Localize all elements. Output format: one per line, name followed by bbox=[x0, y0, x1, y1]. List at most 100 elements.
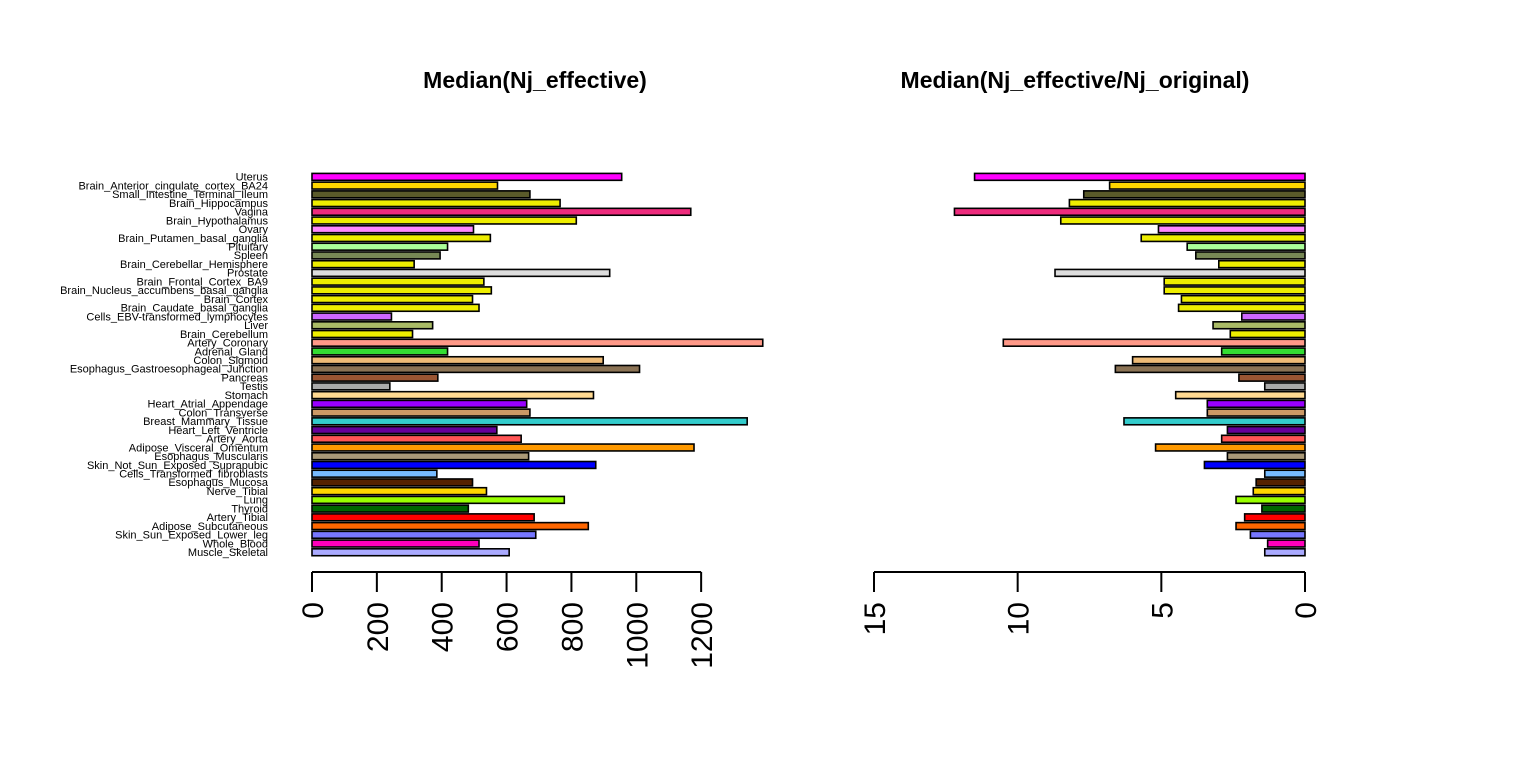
category-label-heart-left-ventricle: Heart_Left_Ventricle bbox=[168, 425, 268, 437]
category-label-spleen: Spleen bbox=[234, 250, 268, 262]
bar-heart-left-ventricle-left bbox=[311, 425, 498, 435]
bar-brain-cortex-right bbox=[1180, 294, 1306, 304]
bar-whole-blood-left bbox=[311, 539, 480, 548]
chart-panel-nj-effective: Median(Nj_effective) UterusBrain_Anterio… bbox=[60, 67, 764, 669]
bar-pancreas-left bbox=[311, 373, 439, 382]
bar-group-right bbox=[953, 172, 1306, 557]
bar-spleen-right bbox=[1195, 251, 1306, 260]
tick-label-600-left: 600 bbox=[492, 602, 525, 652]
bar-brain-hippocampus-right bbox=[1068, 198, 1306, 208]
bar-skin-sun-exposed-lower-leg-left bbox=[311, 530, 537, 540]
bar-adrenal-gland-left bbox=[311, 347, 449, 356]
bar-small-intestine-terminal-ileum-right bbox=[1082, 190, 1306, 199]
bar-cells-ebv-transformed-lymphocytes-right bbox=[1240, 312, 1306, 321]
bar-nerve-tibial-right bbox=[1252, 486, 1306, 496]
chart-title-right: Median(Nj_effective/Nj_original) bbox=[901, 67, 1250, 93]
tick-label-1000-left: 1000 bbox=[621, 602, 654, 669]
bar-cells-transformed-fibroblasts-left bbox=[311, 469, 438, 478]
tick-label-0-right: 0 bbox=[1290, 602, 1323, 619]
category-label-small-intestine-terminal-ileum: Small_Intestine_Terminal_Ileum bbox=[112, 189, 268, 201]
bar-skin-sun-exposed-lower-leg-right bbox=[1249, 530, 1306, 540]
category-label-brain-cerebellum: Brain_Cerebellum bbox=[180, 329, 268, 341]
bar-skin-not-sun-exposed-suprapubic-right bbox=[1203, 460, 1306, 470]
bar-muscle-skeletal-left bbox=[311, 548, 510, 557]
bar-lung-left bbox=[311, 495, 566, 505]
bar-brain-hypothalamus-right bbox=[1059, 216, 1306, 225]
bar-ovary-left bbox=[311, 224, 475, 234]
category-label-lung: Lung bbox=[244, 495, 268, 507]
bar-testis-left bbox=[311, 382, 391, 391]
chart-panel-nj-ratio: Median(Nj_effective/Nj_original) 15 10 5 0 bbox=[859, 67, 1323, 635]
bar-brain-hippocampus-left bbox=[311, 198, 561, 208]
bar-brain-frontal-cortex-ba9-left bbox=[311, 277, 485, 286]
category-label-adipose-subcutaneous: Adipose_Subcutaneous bbox=[152, 521, 269, 533]
bar-testis-right bbox=[1263, 382, 1306, 391]
tick-label-0-left: 0 bbox=[297, 602, 330, 619]
bar-esophagus-mucosa-left bbox=[311, 478, 474, 487]
bar-muscle-skeletal-right bbox=[1263, 548, 1306, 557]
bar-artery-coronary-right bbox=[1002, 338, 1306, 347]
bar-adrenal-gland-right bbox=[1220, 347, 1306, 356]
bar-esophagus-muscularis-right bbox=[1226, 451, 1306, 461]
bar-brain-nucleus-accumbens-basal-ganglia-right bbox=[1163, 286, 1306, 295]
bar-group-left bbox=[311, 172, 764, 557]
bar-colon-transverse-left bbox=[311, 408, 531, 417]
category-label-vagina: Vagina bbox=[235, 207, 269, 219]
bar-artery-aorta-right bbox=[1220, 434, 1306, 444]
bar-brain-cerebellum-left bbox=[311, 329, 414, 339]
bar-esophagus-gastroesophageal-junction-right bbox=[1114, 364, 1306, 374]
category-label-brain-frontal-cortex-ba9: Brain_Frontal_Cortex_BA9 bbox=[137, 276, 268, 288]
category-label-brain-caudate-basal-ganglia: Brain_Caudate_basal_ganglia bbox=[121, 303, 269, 315]
category-label-brain-cerebellar-hemisphere: Brain_Cerebellar_Hemisphere bbox=[120, 259, 268, 271]
category-label-brain-putamen-basal-ganglia: Brain_Putamen_basal_ganglia bbox=[118, 233, 269, 245]
bar-breast-mammary-tissue-left bbox=[311, 417, 748, 426]
category-label-testis: Testis bbox=[240, 381, 269, 393]
bar-heart-atrial-appendage-left bbox=[311, 399, 528, 409]
bar-brain-hypothalamus-left bbox=[311, 216, 578, 225]
bar-adipose-visceral-omentum-left bbox=[311, 443, 695, 452]
category-label-breast-mammary-tissue: Breast_Mammary_Tissue bbox=[143, 416, 268, 428]
bar-brain-anterior-cingulate-cortex-ba24-right bbox=[1108, 181, 1306, 190]
bar-colon-sigmoid-left bbox=[311, 355, 605, 365]
bar-prostate-right bbox=[1054, 268, 1306, 278]
category-label-prostate: Prostate bbox=[227, 268, 268, 280]
bar-heart-atrial-appendage-right bbox=[1206, 399, 1306, 409]
category-label-colon-sigmoid: Colon_Sigmoid bbox=[193, 355, 268, 367]
category-label-thyroid: Thyroid bbox=[231, 503, 268, 515]
bar-adipose-subcutaneous-left bbox=[311, 521, 590, 531]
bar-vagina-right bbox=[953, 207, 1306, 217]
bar-colon-sigmoid-right bbox=[1131, 355, 1306, 365]
category-label-brain-hypothalamus: Brain_Hypothalamus bbox=[166, 215, 269, 227]
category-label-artery-aorta: Artery_Aorta bbox=[206, 434, 269, 446]
category-label-uterus: Uterus bbox=[236, 172, 269, 184]
bar-heart-left-ventricle-right bbox=[1226, 425, 1306, 435]
bar-pituitary-right bbox=[1186, 242, 1306, 251]
category-label-heart-atrial-appendage: Heart_Atrial_Appendage bbox=[148, 399, 268, 411]
bar-whole-blood-right bbox=[1266, 539, 1306, 548]
bar-vagina-left bbox=[311, 207, 692, 217]
category-label-artery-coronary: Artery_Coronary bbox=[187, 338, 268, 350]
bar-lung-right bbox=[1235, 495, 1306, 505]
x-axis-left: 0 200 400 600 800 1000 1200 bbox=[297, 571, 719, 669]
bar-cells-transformed-fibroblasts-right bbox=[1263, 469, 1306, 478]
bar-brain-cerebellar-hemisphere-right bbox=[1218, 259, 1306, 269]
bar-adipose-subcutaneous-right bbox=[1235, 521, 1306, 531]
category-label-colon-transverse: Colon_Transverse bbox=[179, 407, 268, 419]
category-label-nerve-tibial: Nerve_Tibial bbox=[207, 486, 268, 498]
category-label-pancreas: Pancreas bbox=[222, 372, 269, 384]
category-label-adrenal-gland: Adrenal_Gland bbox=[195, 346, 268, 358]
bar-breast-mammary-tissue-right bbox=[1123, 417, 1306, 426]
category-label-esophagus-muscularis: Esophagus_Muscularis bbox=[154, 451, 268, 463]
bar-prostate-left bbox=[311, 268, 611, 278]
bar-brain-cortex-left bbox=[311, 294, 474, 304]
category-label-stomach: Stomach bbox=[225, 390, 268, 402]
bar-brain-putamen-basal-ganglia-right bbox=[1140, 233, 1306, 243]
tick-label-10-right: 10 bbox=[1003, 602, 1036, 635]
bar-artery-tibial-right bbox=[1243, 513, 1306, 522]
tick-label-200-left: 200 bbox=[362, 602, 395, 652]
category-label-skin-not-sun-exposed-suprapubic: Skin_Not_Sun_Exposed_Suprapubic bbox=[87, 460, 269, 472]
chart-title-left: Median(Nj_effective) bbox=[423, 67, 647, 93]
tick-label-800-left: 800 bbox=[556, 602, 589, 652]
bar-brain-frontal-cortex-ba9-right bbox=[1163, 277, 1306, 286]
category-label-cells-transformed-fibroblasts: Cells_Transformed_fibroblasts bbox=[119, 468, 268, 480]
